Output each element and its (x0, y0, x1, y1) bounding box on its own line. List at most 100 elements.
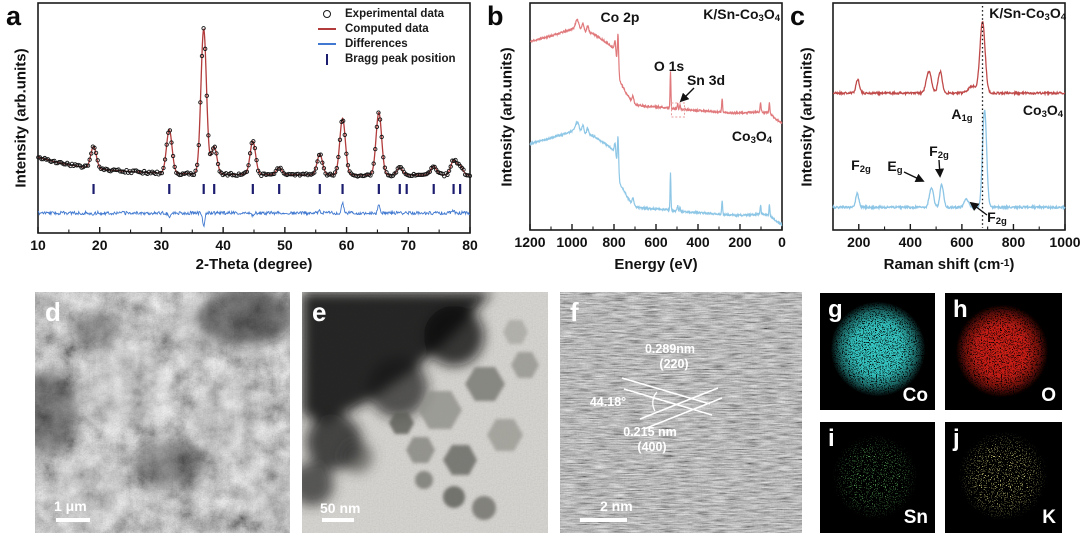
xps-o1s-label: O 1s (653, 58, 685, 74)
svg-text:80: 80 (462, 237, 478, 253)
panel-label-b: b (487, 1, 504, 31)
panel-label-h: h (953, 296, 968, 323)
svg-text:70: 70 (400, 237, 416, 253)
xrd-legend: Experimental data Computed data Differen… (314, 7, 456, 66)
xrd-experimental-markers (36, 26, 473, 179)
eds-speckle-disc (956, 305, 1048, 397)
svg-text:1000: 1000 (1049, 234, 1080, 250)
xps-xlabel: Energy (eV) (614, 256, 698, 273)
lattice-spacing-1-label: 0.289nm (644, 342, 696, 356)
sem-scalebar (56, 518, 90, 522)
svg-text:30: 30 (154, 237, 170, 253)
panel-label-i: i (828, 425, 835, 452)
lattice-annotation-lines (621, 377, 723, 430)
eds-speckle-disc (959, 432, 1047, 520)
element-label-o: O (1041, 385, 1056, 406)
element-label-sn: Sn (903, 507, 928, 528)
legend-label: Differences (345, 38, 408, 50)
panel-label-c: c (790, 1, 806, 31)
xps-curve-0 (529, 18, 783, 125)
xrd-xlabel: 2-Theta (degree) (195, 256, 313, 273)
raman-f2g-right-label: F2g (987, 209, 1007, 227)
svg-text:40: 40 (215, 237, 231, 253)
eg-arrow (903, 171, 925, 182)
legend-row: Computed data (314, 22, 456, 36)
f2g-mid-arrow (935, 159, 945, 178)
axis-frame: 10 20 30 40 50 60 70 80 (30, 2, 478, 253)
raman-eg-label: Eg (887, 158, 903, 176)
sn3d-dashed-box (671, 102, 685, 118)
raman-sample-top-label: K/Sn-Co3O4 (989, 5, 1066, 23)
sn3d-arrow (679, 87, 695, 103)
raman-curve-1 (832, 109, 1066, 211)
xps-ylabel: Intensity (arb.units) (498, 47, 516, 187)
svg-text:60: 60 (339, 237, 355, 253)
xps-curve-1 (529, 120, 783, 227)
axis-frame: 200 400 600 800 1000 (832, 2, 1080, 250)
hrtem-scalebar-label: 2 nm (600, 498, 633, 514)
f2g-right-arrow (969, 201, 988, 216)
raman-sample-bottom-label: Co3O4 (1022, 102, 1064, 120)
tem-scalebar (322, 518, 354, 522)
xps-chart: 1200 1000 800 600 400 200 0 (514, 2, 786, 250)
element-label-k: K (1042, 507, 1056, 528)
legend-row: Bragg peak position (314, 52, 456, 66)
raman-f2g-mid-label: F2g (929, 143, 949, 161)
panel-label-j: j (953, 425, 960, 452)
xrd-chart: 10 20 30 40 50 60 70 80 (30, 2, 478, 253)
svg-text:200: 200 (728, 234, 752, 250)
red-line-marker-icon (314, 27, 340, 31)
svg-text:600: 600 (950, 234, 974, 250)
eds-map-o (945, 293, 1062, 410)
svg-text:50: 50 (277, 237, 293, 253)
raman-a1g-label: A1g (951, 106, 973, 124)
tem-image (302, 292, 548, 533)
svg-text:1000: 1000 (556, 234, 587, 250)
sem-scalebar-label: 1 μm (54, 498, 87, 514)
svg-text:400: 400 (686, 234, 710, 250)
panel-label-g: g (828, 296, 843, 323)
xrd-ylabel: Intensity (arb.units) (12, 48, 30, 188)
xps-sample-bottom-label: Co3O4 (731, 128, 773, 146)
hrtem-scalebar (580, 518, 627, 522)
sem-texture-blobs (35, 292, 290, 528)
svg-text:800: 800 (602, 234, 626, 250)
eds-speckle-disc (831, 302, 925, 396)
raman-xlabel: Raman shift (cm-1) (883, 256, 1015, 273)
legend-row: Experimental data (314, 7, 456, 21)
xps-sample-top-label: K/Sn-Co3O4 (703, 6, 780, 24)
blue-line-marker-icon (314, 42, 340, 46)
raman-chart: 200 400 600 800 1000 (832, 2, 1080, 250)
lattice-plane-2-label: (400) (637, 440, 667, 454)
svg-text:600: 600 (644, 234, 668, 250)
legend-label: Experimental data (345, 8, 445, 20)
tem-scalebar-label: 50 nm (320, 500, 361, 516)
element-label-co: Co (902, 385, 928, 406)
lattice-plane-1-label: (220) (659, 357, 689, 371)
open-circle-marker-icon (314, 10, 340, 18)
legend-label: Bragg peak position (345, 53, 456, 65)
tem-dark-aggregate (302, 292, 492, 506)
panel-label-f: f (570, 297, 579, 327)
xrd-difference-curve (37, 200, 471, 228)
xps-co2p-label: Co 2p (600, 9, 640, 25)
eds-map-k (945, 422, 1062, 533)
eds-speckle-disc (833, 435, 917, 519)
raman-f2g-left-label: F2g (851, 157, 871, 175)
legend-row: Differences (314, 37, 456, 51)
panel-label-d: d (45, 297, 61, 327)
xrd-bragg-ticks (92, 184, 462, 194)
legend-label: Computed data (345, 23, 429, 35)
sem-image (35, 292, 290, 533)
panel-label-a: a (6, 1, 22, 31)
tem-nanoparticles (389, 320, 539, 520)
svg-text:800: 800 (1002, 234, 1026, 250)
svg-text:200: 200 (847, 234, 871, 250)
panel-label-e: e (312, 297, 327, 327)
raman-ylabel: Intensity (arb.units) (798, 47, 816, 187)
svg-text:10: 10 (30, 237, 46, 253)
raman-curve-0 (832, 21, 1066, 97)
xps-sn3d-label: Sn 3d (686, 72, 726, 88)
svg-text:400: 400 (899, 234, 923, 250)
